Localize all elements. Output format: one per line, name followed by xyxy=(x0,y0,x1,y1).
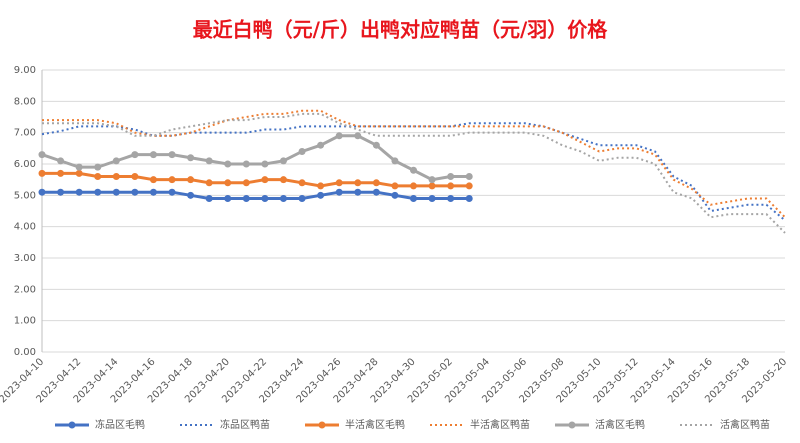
point xyxy=(168,151,176,159)
point xyxy=(465,173,473,181)
legend-label: 冻品区毛鸭 xyxy=(95,418,145,431)
point xyxy=(149,151,157,159)
point xyxy=(205,179,213,187)
point xyxy=(187,154,195,162)
y-tick-label: 6.00 xyxy=(14,159,36,170)
point xyxy=(317,141,325,149)
y-tick-label: 7.00 xyxy=(14,128,36,139)
point xyxy=(57,157,65,165)
point xyxy=(372,179,380,187)
series-line xyxy=(42,109,786,218)
point xyxy=(205,194,213,202)
point xyxy=(279,194,287,202)
legend-marker xyxy=(568,421,576,429)
point xyxy=(447,173,455,181)
point xyxy=(112,157,120,165)
legend-label: 半活禽区鸭苗 xyxy=(470,418,530,431)
point xyxy=(428,182,436,190)
point xyxy=(131,173,139,181)
point xyxy=(354,132,362,140)
point xyxy=(75,163,83,171)
y-tick-label: 8.00 xyxy=(14,96,36,107)
point xyxy=(187,191,195,199)
point xyxy=(224,179,232,187)
chart-title: 最近白鸭（元/斤）出鸭对应鸭苗（元/羽）价格 xyxy=(193,18,609,42)
point xyxy=(465,194,473,202)
point xyxy=(410,166,417,174)
point xyxy=(391,191,399,199)
point xyxy=(410,194,417,202)
point xyxy=(372,188,380,196)
legend-label: 活禽区鸭苗 xyxy=(720,418,770,431)
point xyxy=(335,188,343,196)
point xyxy=(94,173,102,181)
legend-label: 半活禽区毛鸭 xyxy=(345,418,405,431)
series-line xyxy=(42,112,786,234)
point xyxy=(149,176,157,184)
point xyxy=(57,188,65,196)
point xyxy=(131,188,139,196)
point xyxy=(224,194,232,202)
point xyxy=(298,179,306,187)
point xyxy=(298,194,306,202)
y-tick-label: 0.00 xyxy=(14,347,36,358)
legend-label: 活禽区毛鸭 xyxy=(595,418,645,431)
legend-label: 冻品区鸭苗 xyxy=(220,418,270,431)
point xyxy=(391,182,399,190)
point xyxy=(279,176,287,184)
point xyxy=(465,182,473,190)
point xyxy=(38,169,46,177)
point xyxy=(112,188,120,196)
point xyxy=(447,194,455,202)
point xyxy=(279,157,287,165)
point xyxy=(447,182,455,190)
point xyxy=(391,157,399,165)
y-tick-label: 5.00 xyxy=(14,190,36,201)
point xyxy=(317,182,325,190)
legend-marker xyxy=(318,421,326,429)
point xyxy=(131,151,139,159)
point xyxy=(428,176,436,184)
point xyxy=(410,182,417,190)
legend-marker xyxy=(68,421,76,429)
point xyxy=(57,169,65,177)
point xyxy=(94,163,102,171)
point xyxy=(168,188,176,196)
point xyxy=(38,188,46,196)
point xyxy=(149,188,157,196)
point xyxy=(168,176,176,184)
point xyxy=(242,179,250,187)
point xyxy=(335,132,343,140)
y-tick-label: 3.00 xyxy=(14,253,36,264)
y-tick-label: 1.00 xyxy=(14,316,36,327)
point xyxy=(261,160,269,168)
point xyxy=(75,188,83,196)
point xyxy=(242,160,250,168)
point xyxy=(261,176,269,184)
point xyxy=(242,194,250,202)
point xyxy=(428,194,436,202)
point xyxy=(224,160,232,168)
y-tick-label: 4.00 xyxy=(14,222,36,233)
point xyxy=(354,188,362,196)
point xyxy=(75,169,83,177)
point xyxy=(335,179,343,187)
point xyxy=(94,188,102,196)
point xyxy=(261,194,269,202)
y-tick-label: 2.00 xyxy=(14,284,36,295)
point xyxy=(372,141,380,149)
point xyxy=(298,147,306,155)
point xyxy=(317,191,325,199)
point xyxy=(112,173,120,181)
point xyxy=(38,151,46,159)
point xyxy=(205,157,213,165)
point xyxy=(354,179,362,187)
point xyxy=(187,176,195,184)
y-tick-label: 9.00 xyxy=(14,65,36,76)
